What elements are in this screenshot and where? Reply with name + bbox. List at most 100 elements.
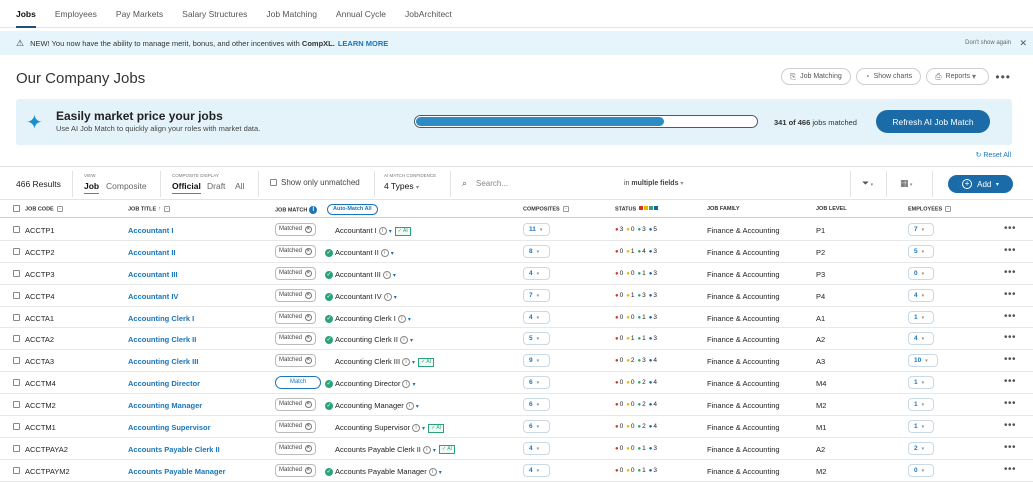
col-job-code[interactable]: JOB CODE - bbox=[25, 206, 63, 212]
row-checkbox[interactable] bbox=[13, 269, 20, 277]
benchmark-job[interactable]: ✓ Accountant II i ▾ bbox=[325, 248, 394, 257]
chevron-down-icon[interactable]: ▾ bbox=[415, 404, 419, 411]
table-row[interactable]: ACCTP2 Accountant II Matched ✕ ✓ Accounta… bbox=[0, 241, 1033, 263]
composites-count[interactable]: 7 ▾ bbox=[523, 288, 550, 302]
row-more-icon[interactable]: ••• bbox=[1004, 463, 1017, 475]
benchmark-job[interactable]: Accounts Payable Clerk II i ▾ ✓ AI bbox=[325, 445, 455, 455]
benchmark-job[interactable]: ✓ Accountant III i ▾ bbox=[325, 270, 396, 279]
nav-item-job-matching[interactable]: Job Matching bbox=[266, 8, 317, 19]
unmatch-icon[interactable]: ✕ bbox=[304, 401, 312, 409]
dont-show-again-link[interactable]: Don't show again bbox=[965, 40, 1011, 46]
nav-item-pay-markets[interactable]: Pay Markets bbox=[115, 8, 164, 19]
job-title-link[interactable]: Accounting Supervisor bbox=[128, 423, 211, 433]
job-title-link[interactable]: Accounting Director bbox=[128, 379, 201, 389]
benchmark-job[interactable]: ✓ Accountant IV i ▾ bbox=[325, 292, 397, 301]
row-more-icon[interactable]: ••• bbox=[1004, 223, 1017, 234]
chevron-down-icon[interactable]: ▾ bbox=[412, 360, 416, 367]
col-job-title[interactable]: JOB TITLE ↑ - bbox=[128, 206, 170, 212]
matched-pill[interactable]: Matched ✕ bbox=[275, 463, 316, 477]
nav-item-annual-cycle[interactable]: Annual Cycle bbox=[335, 8, 387, 19]
job-title-link[interactable]: Accounting Manager bbox=[128, 401, 203, 411]
composites-count[interactable]: 6 ▾ bbox=[523, 398, 550, 412]
all-toggle[interactable]: All bbox=[235, 181, 245, 191]
matched-pill[interactable]: Matched ✕ bbox=[275, 310, 316, 324]
draft-toggle[interactable]: Draft bbox=[207, 181, 226, 191]
chevron-down-icon[interactable]: ▾ bbox=[438, 469, 442, 476]
column-menu-icon[interactable]: - bbox=[56, 206, 63, 212]
row-checkbox[interactable] bbox=[13, 335, 20, 343]
col-job-level[interactable]: JOB LEVEL bbox=[816, 206, 847, 212]
reset-all-link[interactable]: ↻ Reset All bbox=[975, 152, 1011, 159]
composites-count[interactable]: 6 ▾ bbox=[523, 376, 550, 390]
info-icon[interactable]: i bbox=[397, 314, 406, 323]
info-icon[interactable]: i bbox=[402, 380, 411, 389]
table-row[interactable]: ACCTM2 Accounting Manager Matched ✕ ✓ Acc… bbox=[0, 394, 1033, 417]
info-icon[interactable]: i bbox=[380, 248, 389, 257]
unmatch-icon[interactable]: ✕ bbox=[304, 357, 312, 365]
search-input[interactable]: Search... bbox=[476, 179, 509, 188]
row-checkbox[interactable] bbox=[13, 291, 20, 299]
row-more-icon[interactable]: ••• bbox=[1004, 354, 1017, 366]
info-icon[interactable]: i bbox=[405, 402, 414, 411]
row-more-icon[interactable]: ••• bbox=[1004, 441, 1017, 453]
column-menu-icon[interactable]: - bbox=[945, 206, 952, 212]
matched-pill[interactable]: Matched ✕ bbox=[275, 244, 316, 258]
row-more-icon[interactable]: ••• bbox=[1004, 244, 1017, 256]
matched-pill[interactable]: Matched ✕ bbox=[275, 266, 316, 280]
close-icon[interactable]: ✕ bbox=[1019, 37, 1027, 48]
unmatch-icon[interactable]: ✕ bbox=[304, 444, 312, 452]
nav-item-jobarchitect[interactable]: JobArchitect bbox=[405, 8, 452, 19]
table-row[interactable]: ACCTA2 Accounting Clerk II Matched ✕ ✓ Ac… bbox=[0, 328, 1033, 351]
employees-count[interactable]: 5 ▾ bbox=[908, 244, 934, 258]
matched-pill[interactable]: Matched ✕ bbox=[275, 223, 316, 236]
info-icon[interactable]: i bbox=[378, 227, 387, 236]
col-employees[interactable]: EMPLOYEES - bbox=[908, 206, 952, 212]
reports-button[interactable]: ⎙ Reports ▾ bbox=[926, 68, 989, 85]
columns-icon[interactable]: ▦ ▾ bbox=[900, 178, 913, 188]
row-more-icon[interactable]: ••• bbox=[1004, 310, 1017, 322]
unmatch-icon[interactable]: ✕ bbox=[304, 247, 312, 255]
chevron-down-icon[interactable]: ▾ bbox=[409, 338, 413, 345]
employees-count[interactable]: 1 ▾ bbox=[908, 398, 934, 412]
unmatch-icon[interactable]: ✕ bbox=[304, 313, 312, 321]
nav-item-salary-structures[interactable]: Salary Structures bbox=[182, 8, 248, 19]
search-fields-select[interactable]: in multiple fields ▾ bbox=[624, 180, 683, 187]
col-composites[interactable]: COMPOSITES - bbox=[523, 206, 569, 212]
official-toggle[interactable]: Official bbox=[172, 181, 201, 194]
chevron-down-icon[interactable]: ▾ bbox=[388, 229, 392, 235]
unmatch-icon[interactable]: ✕ bbox=[304, 269, 312, 277]
row-checkbox[interactable] bbox=[13, 466, 20, 474]
job-title-link[interactable]: Accountant II bbox=[128, 247, 176, 257]
employees-count[interactable]: 0 ▾ bbox=[908, 266, 934, 280]
employees-count[interactable]: 4 ▾ bbox=[908, 288, 934, 302]
col-status[interactable]: STATUS bbox=[615, 206, 659, 212]
benchmark-job[interactable]: ✓ Accounting Manager i ▾ bbox=[325, 401, 419, 411]
unmatched-checkbox[interactable] bbox=[270, 179, 277, 187]
table-row[interactable]: ACCTM1 Accounting Supervisor Matched ✕ A… bbox=[0, 416, 1033, 438]
table-row[interactable]: ACCTM4 Accounting Director Match ✓ Accoun… bbox=[0, 372, 1033, 395]
nav-item-jobs[interactable]: Jobs bbox=[16, 0, 36, 28]
info-icon[interactable]: i bbox=[309, 206, 318, 214]
employees-count[interactable]: 0 ▾ bbox=[908, 463, 934, 477]
view-composite-toggle[interactable]: Composite bbox=[106, 181, 147, 191]
employees-count[interactable]: 1 ▾ bbox=[908, 420, 934, 434]
composites-count[interactable]: 4 ▾ bbox=[523, 266, 550, 280]
employees-count[interactable]: 1 ▾ bbox=[908, 310, 934, 324]
matched-pill[interactable]: Matched ✕ bbox=[275, 398, 316, 412]
more-options-icon[interactable]: ••• bbox=[995, 70, 1011, 84]
job-title-link[interactable]: Accounts Payable Clerk II bbox=[128, 444, 220, 454]
select-all-checkbox[interactable] bbox=[13, 205, 20, 212]
row-more-icon[interactable]: ••• bbox=[1004, 420, 1017, 432]
info-icon[interactable]: i bbox=[428, 467, 437, 476]
show-charts-button[interactable]: ◔ Show charts bbox=[855, 68, 922, 85]
table-row[interactable]: ACCTP1 Accountant I Matched ✕ Accountant… bbox=[0, 219, 1033, 241]
job-title-link[interactable]: Accounting Clerk I bbox=[128, 313, 195, 323]
info-icon[interactable]: i bbox=[402, 358, 411, 367]
table-row[interactable]: ACCTA1 Accounting Clerk I Matched ✕ ✓ Acc… bbox=[0, 307, 1033, 329]
benchmark-job[interactable]: Accounting Clerk III i ▾ ✓ AI bbox=[325, 357, 435, 367]
composites-count[interactable]: 6 ▾ bbox=[523, 420, 550, 434]
chevron-down-icon[interactable]: ▾ bbox=[392, 272, 396, 279]
row-more-icon[interactable]: ••• bbox=[1004, 376, 1017, 388]
benchmark-job[interactable]: ✓ Accounting Director i ▾ bbox=[325, 379, 416, 389]
chevron-down-icon[interactable]: ▾ bbox=[412, 382, 416, 389]
